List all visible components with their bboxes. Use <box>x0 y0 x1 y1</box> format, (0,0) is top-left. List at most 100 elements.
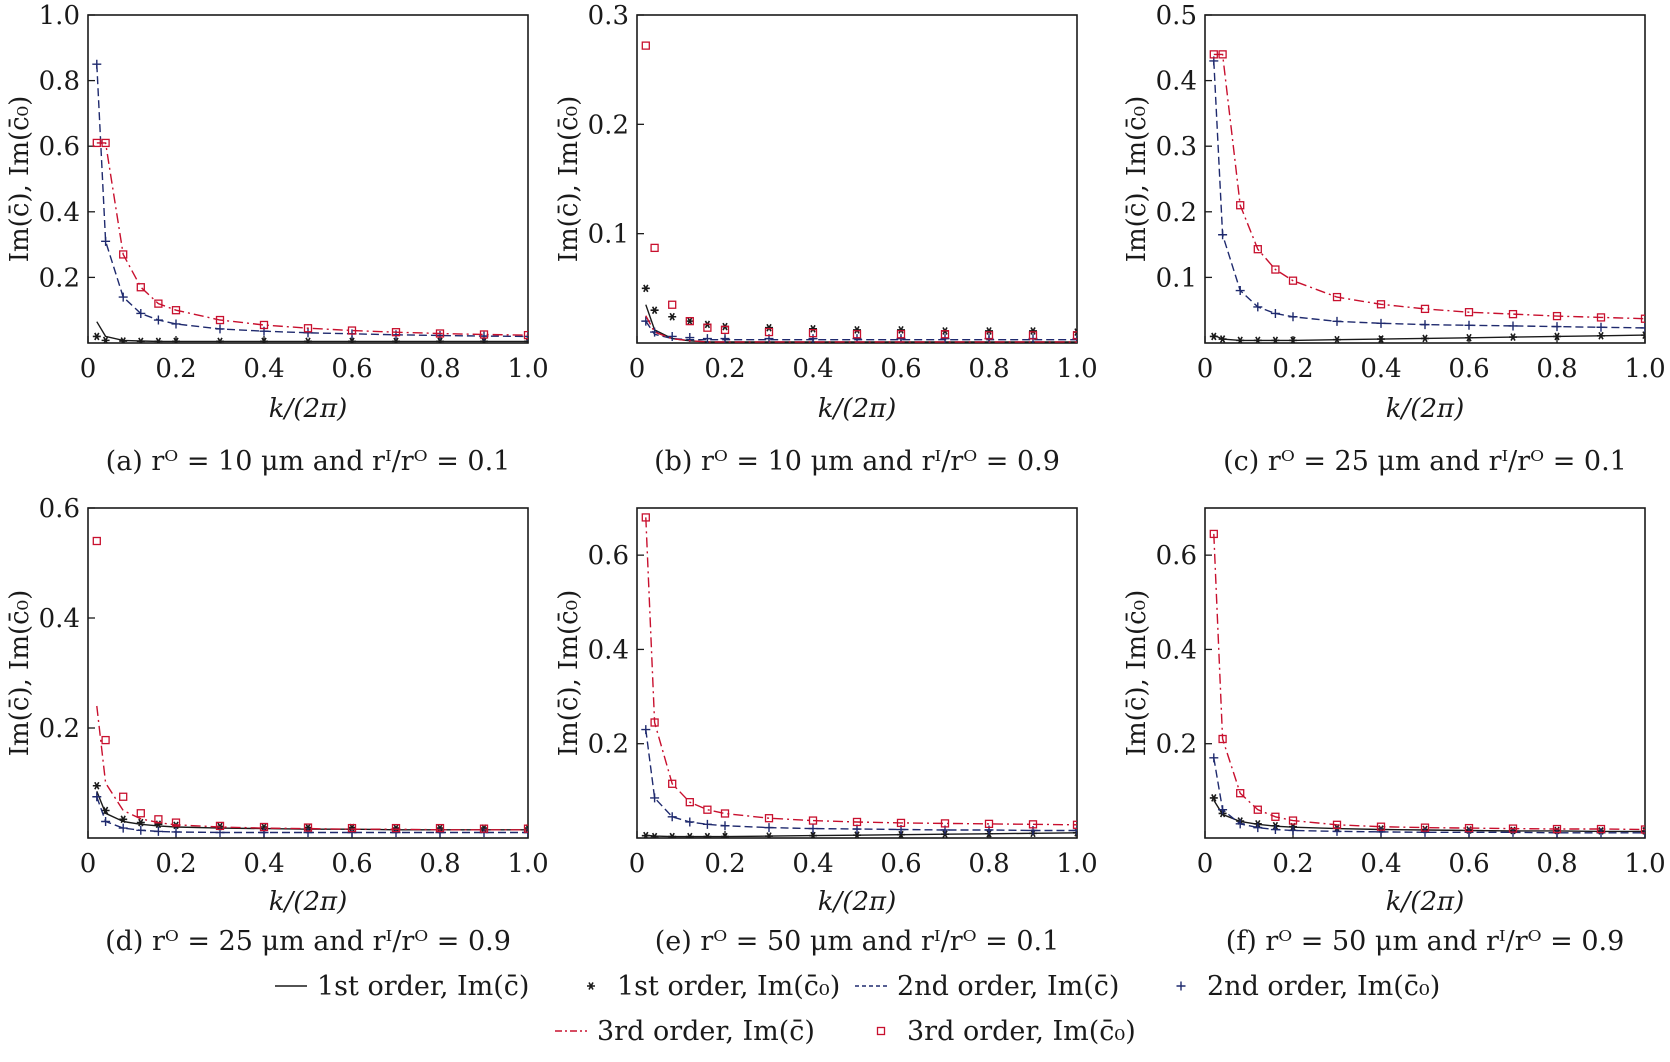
data-point-s4 <box>702 819 712 829</box>
data-point-s6 <box>1376 300 1386 309</box>
data-point-s6 <box>641 513 650 522</box>
data-point-s2 <box>765 323 773 332</box>
x-tick-label: 0.4 <box>1360 354 1401 384</box>
data-point-s6 <box>1209 50 1218 59</box>
data-point-s4 <box>1288 312 1298 322</box>
data-point-s4 <box>153 315 163 325</box>
x-tick-label: 0.2 <box>704 354 745 384</box>
data-point-s2 <box>1271 336 1280 343</box>
data-point-s2 <box>1421 334 1429 343</box>
x-axis-label: k/(2π) <box>1386 394 1464 424</box>
x-tick-label: 0.4 <box>243 354 284 384</box>
x-axis-label: k/(2π) <box>818 394 896 424</box>
legend-swatch <box>1176 981 1186 991</box>
series-line-s5 <box>96 142 528 336</box>
data-point-s2 <box>260 823 268 831</box>
data-point-s6 <box>391 328 401 337</box>
data-point-s4 <box>650 327 660 337</box>
x-tick-label: 0.8 <box>968 354 1009 384</box>
data-point-s4 <box>1072 825 1077 835</box>
series-line-s5 <box>96 705 528 831</box>
y-tick-label: 0.3 <box>1156 132 1197 162</box>
data-point-s2 <box>897 830 905 838</box>
data-point-s4 <box>808 334 818 343</box>
data-point-s2 <box>119 815 128 824</box>
x-tick-label: 0.4 <box>792 354 833 384</box>
data-point-s4 <box>1235 819 1245 829</box>
y-tick-label: 0.6 <box>1156 541 1197 571</box>
panel-d: 0 0.2 0.4 0.6 0.8 1.0 0.2 0.4 0.6 k/(2π) Im(c̄), I… <box>5 494 549 957</box>
y-axis-label: Im(c̄), Im(c̄₀) <box>554 96 584 263</box>
data-point-s2 <box>897 326 905 334</box>
data-point-s6 <box>303 324 313 333</box>
data-point-s4 <box>1640 323 1645 333</box>
legend-label: 1st order, Im(c̄₀) <box>617 971 840 1002</box>
data-point-s6 <box>171 818 181 827</box>
panel-caption: (f) rᴼ = 50 μm and rᴵ/rᴼ = 0.9 <box>1226 926 1625 957</box>
data-point-s6 <box>92 536 101 546</box>
series-line-s1 <box>645 304 1077 343</box>
data-point-s6 <box>940 819 950 828</box>
y-tick-label: 0.2 <box>588 730 629 760</box>
x-tick-label: 0.8 <box>419 354 460 384</box>
data-point-s6 <box>668 300 677 309</box>
data-point-s2 <box>1236 336 1245 343</box>
data-point-s2 <box>853 831 861 838</box>
plot-frame <box>87 14 529 344</box>
y-tick-label: 0.2 <box>1156 198 1197 228</box>
data-point-s6 <box>1253 805 1262 814</box>
data-point-s2 <box>1253 336 1262 343</box>
data-point-s6 <box>1288 276 1298 285</box>
data-point-s6 <box>391 823 401 833</box>
panels: 0 0.2 0.4 0.6 0.8 1.0 0.2 0.4 0.6 0.8 1.0 k/(2π) Im(… <box>5 1 1666 957</box>
y-tick-label: 0.4 <box>588 635 629 665</box>
y-axis-label: Im(c̄), Im(c̄₀) <box>1122 96 1152 263</box>
data-point-s6 <box>1508 309 1518 319</box>
data-point-s2 <box>92 332 101 341</box>
data-point-s6 <box>1236 201 1245 210</box>
data-point-s4 <box>1376 318 1386 328</box>
data-point-s2 <box>1289 336 1297 343</box>
x-axis-label: k/(2π) <box>269 394 347 424</box>
data-point-s6 <box>764 814 774 823</box>
data-point-s6 <box>1332 292 1342 302</box>
data-point-s2 <box>260 337 268 343</box>
data-point-s6 <box>347 326 357 335</box>
x-tick-label: 0 <box>629 849 646 879</box>
y-axis-label: Im(c̄), Im(c̄₀) <box>5 590 35 757</box>
data-point-s4 <box>153 826 163 836</box>
data-point-s6 <box>852 817 862 827</box>
x-axis-label: k/(2π) <box>1386 887 1464 917</box>
data-point-s6 <box>720 809 730 818</box>
y-tick-label: 0.6 <box>39 494 80 524</box>
data-point-s2 <box>101 806 110 815</box>
x-tick-label: 0 <box>80 354 97 384</box>
data-point-s6 <box>101 138 110 148</box>
legend-label: 2nd order, Im(c̄₀) <box>1207 971 1440 1002</box>
data-point-s4 <box>1235 286 1245 296</box>
y-tick-label: 0.3 <box>588 1 629 31</box>
data-point-s2 <box>668 312 677 321</box>
data-point-s4 <box>808 824 818 834</box>
data-point-s6 <box>1508 824 1518 833</box>
x-tick-label: 0.6 <box>331 354 372 384</box>
data-point-s6 <box>650 718 659 727</box>
x-tick-label: 0.2 <box>155 849 196 879</box>
x-tick-label: 0 <box>629 354 646 384</box>
data-point-s2 <box>650 832 659 838</box>
y-tick-label: 0.4 <box>39 198 80 228</box>
panel-f: 0 0.2 0.4 0.6 0.8 1.0 0.2 0.4 0.6 k/(2π) Im(c̄), I… <box>1122 507 1666 957</box>
series-line-s5 <box>1213 533 1645 831</box>
data-point-s6 <box>119 792 128 801</box>
legend: 1st order, Im(c̄) 1st order, Im(c̄₀) 2nd o… <box>275 971 1440 1047</box>
data-point-s4 <box>1270 825 1280 835</box>
data-point-s6 <box>896 818 906 828</box>
x-tick-label: 0.6 <box>1448 849 1489 879</box>
x-tick-label: 0 <box>1197 849 1214 879</box>
data-point-s6 <box>764 327 774 337</box>
data-point-s2 <box>1641 331 1645 340</box>
x-tick-label: 0 <box>1197 354 1214 384</box>
data-point-s2 <box>392 337 400 343</box>
plot-frame <box>636 14 1078 344</box>
data-point-s6 <box>154 815 163 824</box>
